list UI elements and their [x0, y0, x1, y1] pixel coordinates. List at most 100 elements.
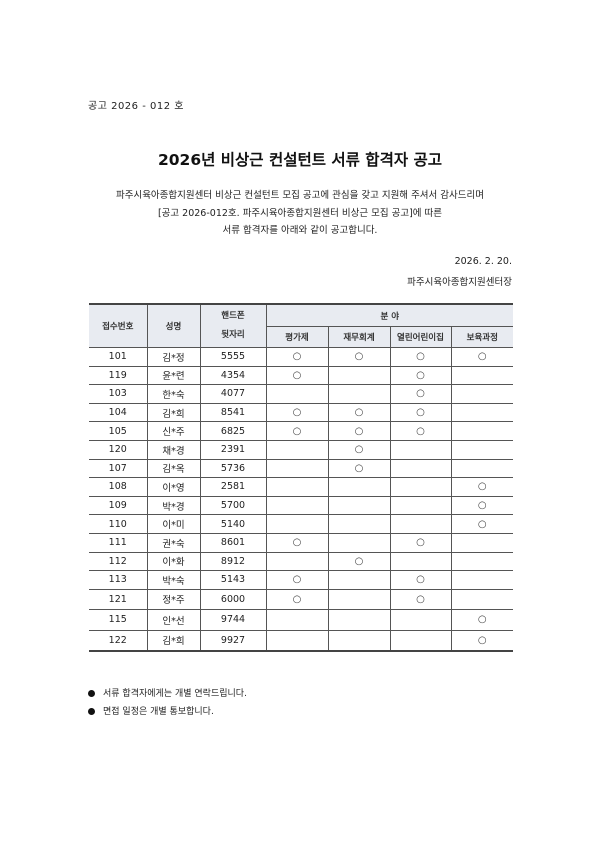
- cell-field-mark: [450, 458, 514, 479]
- cell-field-mark: [327, 495, 391, 516]
- header-field-curriculum: 보육과정: [450, 326, 514, 348]
- cell-field-mark: [265, 629, 329, 652]
- header-name: 성명: [146, 303, 201, 348]
- header-id: 접수번호: [89, 303, 148, 348]
- cell-phone: 5555: [199, 347, 267, 367]
- cell-field-mark: ○: [450, 514, 514, 534]
- cell-field-mark: [450, 532, 514, 553]
- cell-id: 109: [89, 495, 148, 516]
- cell-phone: 5736: [199, 458, 267, 479]
- notice-number: 공고 2026 - 012 호: [88, 101, 184, 112]
- table-row: 113 박*숙 5143 ○ ○: [89, 570, 514, 590]
- cell-field-mark: ○: [327, 439, 391, 460]
- cell-field-mark: [389, 477, 452, 497]
- cell-field-mark: [327, 532, 391, 553]
- cell-name: 신*주: [146, 421, 201, 441]
- cell-id: 115: [89, 608, 148, 631]
- header-phone: 핸드폰 뒷자리: [199, 303, 267, 348]
- header-phone-line1: 핸드폰: [221, 311, 245, 321]
- cell-phone: 5700: [199, 495, 267, 516]
- cell-field-mark: [389, 495, 452, 516]
- cell-phone: 4354: [199, 365, 267, 386]
- cell-field-mark: ○: [389, 588, 452, 610]
- cell-name: 윤*련: [146, 365, 201, 386]
- cell-phone: 9927: [199, 629, 267, 652]
- cell-field-mark: [327, 477, 391, 497]
- intro-line-3: 서류 합격자를 아래와 같이 공고합니다.: [222, 225, 378, 236]
- table-row: 101 김*정 5555 ○ ○ ○ ○: [89, 347, 514, 367]
- cell-field-mark: ○: [389, 570, 452, 590]
- cell-field-mark: ○: [389, 347, 452, 367]
- cell-field-mark: ○: [389, 384, 452, 404]
- cell-field-mark: ○: [265, 570, 329, 590]
- table-row: 104 김*희 8541 ○ ○ ○: [89, 402, 514, 423]
- cell-field-mark: [327, 570, 391, 590]
- cell-field-mark: [389, 514, 452, 534]
- cell-name: 이*영: [146, 477, 201, 497]
- cell-field-mark: ○: [450, 495, 514, 516]
- cell-name: 정*주: [146, 588, 201, 610]
- cell-id: 108: [89, 477, 148, 497]
- cell-id: 107: [89, 458, 148, 479]
- note-text: 서류 합격자에게는 개별 연락드립니다.: [103, 689, 247, 699]
- cell-field-mark: [265, 477, 329, 497]
- cell-id: 104: [89, 402, 148, 423]
- cell-field-mark: ○: [450, 629, 514, 652]
- cell-id: 122: [89, 629, 148, 652]
- header-field-accounting: 재무회계: [327, 326, 391, 348]
- bullet-icon: [88, 690, 95, 697]
- header-field-open-daycare: 열린어린이집: [389, 326, 452, 348]
- cell-field-mark: ○: [327, 421, 391, 441]
- cell-phone: 4077: [199, 384, 267, 404]
- cell-name: 박*숙: [146, 570, 201, 590]
- page-title: 2026년 비상근 컨설턴트 서류 합격자 공고: [157, 151, 443, 169]
- cell-field-mark: ○: [327, 551, 391, 572]
- cell-phone: 9744: [199, 608, 267, 631]
- cell-name: 김*희: [146, 629, 201, 652]
- cell-phone: 5143: [199, 570, 267, 590]
- cell-id: 101: [89, 347, 148, 367]
- cell-field-mark: [265, 608, 329, 631]
- cell-id: 119: [89, 365, 148, 386]
- cell-field-mark: [265, 514, 329, 534]
- table-row: 122 김*희 9927 ○: [89, 629, 514, 652]
- bullet-icon: [88, 708, 95, 715]
- table-row: 115 인*선 9744 ○: [89, 608, 514, 631]
- cell-id: 105: [89, 421, 148, 441]
- cell-field-mark: [450, 439, 514, 460]
- cell-name: 박*경: [146, 495, 201, 516]
- table-row: 107 김*옥 5736 ○: [89, 458, 514, 479]
- header-field-evaluation: 평가제: [266, 326, 329, 348]
- cell-field-mark: ○: [265, 347, 329, 367]
- cell-field-mark: [450, 384, 514, 404]
- cell-field-mark: [327, 384, 391, 404]
- table-body: 101 김*정 5555 ○ ○ ○ ○ 119 윤*련 4354 ○ ○ 103 한*숙 4077 ○ 104…: [89, 347, 514, 652]
- cell-phone: 8912: [199, 551, 267, 572]
- note-text: 면접 일정은 개별 통보합니다.: [103, 707, 214, 717]
- intro-line-2: [공고 2026-012호. 파주시육아종합지원센터 비상근 모집 공고]에 따…: [157, 208, 443, 219]
- cell-field-mark: ○: [450, 477, 514, 497]
- notice-date: 2026. 2. 20.: [454, 256, 512, 267]
- cell-field-mark: [265, 458, 329, 479]
- cell-field-mark: ○: [389, 421, 452, 441]
- cell-id: 113: [89, 570, 148, 590]
- cell-name: 김*옥: [146, 458, 201, 479]
- cell-field-mark: [450, 365, 514, 386]
- note-item: 서류 합격자에게는 개별 연락드립니다.: [88, 686, 247, 699]
- cell-field-mark: ○: [265, 421, 329, 441]
- table-row: 105 신*주 6825 ○ ○ ○: [89, 421, 514, 441]
- cell-id: 111: [89, 532, 148, 553]
- results-table: 접수번호 성명 핸드폰 뒷자리 분 야 평가제 재무회계 열린어린이집 보육과정…: [89, 303, 514, 653]
- cell-field-mark: [389, 551, 452, 572]
- intro-line-1: 파주시육아종합지원센터 비상근 컨설턴트 모집 공고에 관심을 갖고 지원해 주…: [115, 190, 485, 201]
- cell-name: 권*숙: [146, 532, 201, 553]
- cell-phone: 2391: [199, 439, 267, 460]
- table-row: 110 이*미 5140 ○: [89, 514, 514, 534]
- cell-field-mark: [450, 588, 514, 610]
- cell-name: 한*숙: [146, 384, 201, 404]
- cell-id: 110: [89, 514, 148, 534]
- cell-name: 인*선: [146, 608, 201, 631]
- table-row: 103 한*숙 4077 ○: [89, 384, 514, 404]
- issuer: 파주시육아종합지원센터장: [407, 277, 512, 288]
- cell-field-mark: ○: [265, 402, 329, 423]
